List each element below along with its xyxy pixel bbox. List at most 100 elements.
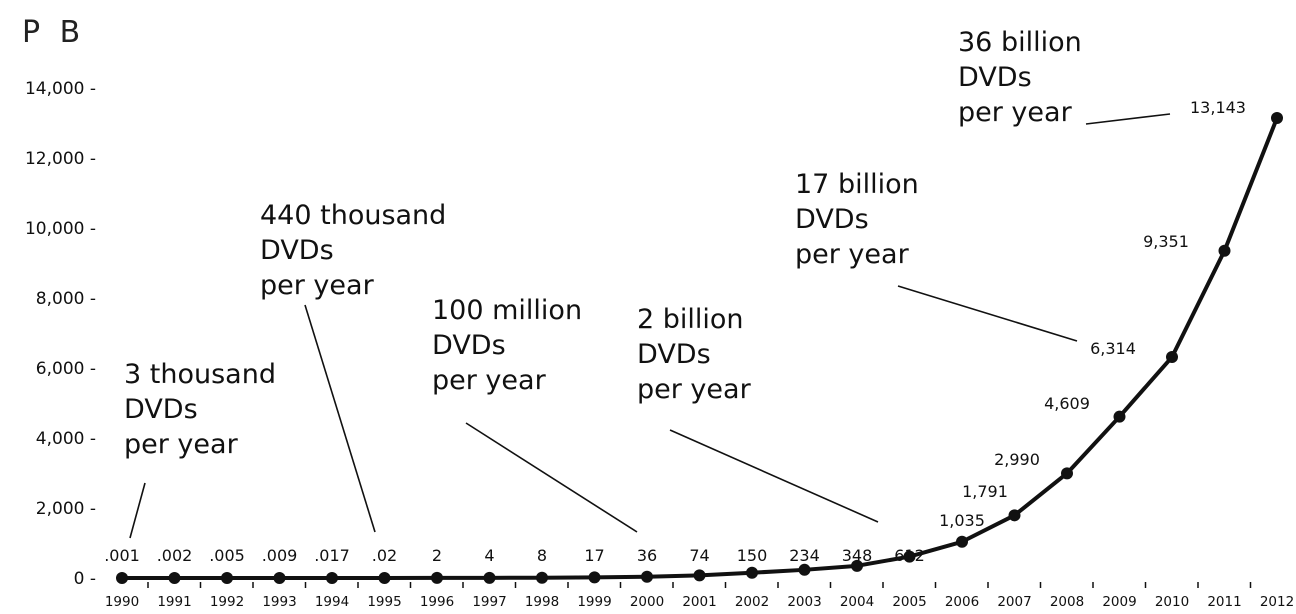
x-tick-label: 2012 (1260, 594, 1294, 610)
x-tick-label: 1998 (525, 594, 559, 610)
x-tick-label: 1996 (420, 594, 454, 610)
data-label: 36 (637, 546, 657, 565)
x-tick-label: 2008 (1050, 594, 1084, 610)
annotation-3: 2 billion DVDs per year (637, 304, 752, 405)
data-point-2003 (798, 563, 811, 576)
annotation-line: 2 billion (637, 304, 744, 335)
data-point-2004 (851, 559, 863, 572)
x-tick-label: 2007 (997, 594, 1031, 610)
annotation-leader-line (304, 304, 376, 533)
data-label: .009 (262, 546, 298, 565)
data-point-1991 (168, 571, 181, 584)
data-point-2000 (641, 570, 653, 583)
y-tick-label: 0 - (74, 569, 96, 589)
annotation-line: 100 million (432, 295, 582, 326)
data-point-2002 (746, 566, 758, 579)
annotation-1: 440 thousand DVDs per year (260, 200, 446, 301)
data-label: .001 (104, 546, 140, 565)
data-point-1997 (483, 571, 496, 584)
data-label: 4 (484, 546, 494, 565)
data-label: 6,314 (1090, 339, 1136, 358)
y-tick-label: 6,000 - (36, 359, 96, 379)
x-tick-label: 1991 (157, 594, 191, 610)
x-tick-label: 2010 (1155, 594, 1189, 610)
x-tick-label: 2001 (682, 594, 716, 610)
annotation-line: DVDs (958, 62, 1032, 93)
data-points (116, 111, 1283, 584)
data-label: 1,791 (962, 482, 1008, 501)
x-tick-label: 2000 (630, 594, 664, 610)
annotation-leader-line (897, 285, 1078, 342)
annotation-line: 36 billion (958, 27, 1082, 58)
annotation-0: 3 thousand DVDs per year (124, 359, 276, 460)
data-point-1993 (273, 571, 286, 584)
y-tick-label: 4,000 - (36, 429, 96, 449)
data-label: .017 (314, 546, 350, 565)
data-label: .002 (157, 546, 193, 565)
data-point-1995 (378, 571, 391, 584)
x-tick-label: 2005 (892, 594, 926, 610)
annotation-line: 440 thousand (260, 200, 446, 231)
x-tick-label: 1995 (367, 594, 401, 610)
data-point-2005 (903, 550, 916, 563)
x-axis: 1990 1991 1992 1993 1994 1995 1996 1997 1998 1999… (105, 582, 1294, 610)
annotation-leader-line (465, 422, 638, 533)
data-label: 13,143 (1190, 98, 1246, 117)
x-tick-label: 1999 (577, 594, 611, 610)
annotation-leaders (129, 113, 1171, 539)
annotation-line: DVDs (260, 235, 334, 266)
data-point-2007 (1008, 509, 1021, 522)
data-label: .005 (209, 546, 245, 565)
x-tick-label: 2002 (735, 594, 769, 610)
x-tick-label: 2003 (787, 594, 821, 610)
annotation-line: DVDs (637, 339, 711, 370)
y-tick-label: 8,000 - (36, 289, 96, 309)
annotation-line: DVDs (432, 330, 506, 361)
data-label: 4,609 (1044, 394, 1090, 413)
x-tick-label: 1994 (315, 594, 349, 610)
data-point-2010 (1166, 351, 1178, 364)
y-axis: 14,000 - 12,000 - 10,000 - 8,000 - 6,000 - 4,… (25, 79, 96, 589)
data-label: 612 (894, 546, 925, 565)
data-label: 150 (737, 546, 768, 565)
annotation-line: DVDs (124, 394, 198, 425)
data-label: 2 (432, 546, 442, 565)
data-label: .02 (372, 546, 397, 565)
data-point-1998 (536, 571, 548, 584)
annotation-leader-line (129, 482, 146, 539)
annotation-line: DVDs (795, 204, 869, 235)
x-tick-label: 2009 (1102, 594, 1136, 610)
data-point-2012 (1271, 111, 1283, 124)
data-point-1992 (221, 571, 233, 584)
data-point-2011 (1218, 244, 1231, 257)
data-label: 2,990 (994, 450, 1040, 469)
annotation-line: per year (958, 97, 1073, 128)
data-label: 17 (584, 546, 604, 565)
data-label: 234 (789, 546, 820, 565)
data-point-1994 (326, 571, 338, 584)
annotation-2: 100 million DVDs per year (432, 295, 582, 396)
annotation-leader-line (1085, 113, 1171, 125)
x-tick-label: 2004 (840, 594, 874, 610)
annotation-line: per year (795, 239, 910, 270)
data-point-2001 (693, 569, 706, 582)
y-tick-label: 10,000 - (25, 219, 96, 239)
data-label: 74 (689, 546, 709, 565)
y-tick-label: 2,000 - (36, 499, 96, 519)
data-point-2006 (956, 535, 968, 548)
y-tick-label: 14,000 - (25, 79, 96, 99)
annotation-line: 3 thousand (124, 359, 276, 390)
x-tick-label: 2011 (1207, 594, 1241, 610)
annotation-4: 17 billion DVDs per year (795, 169, 919, 270)
data-point-1996 (431, 571, 443, 584)
data-point-2008 (1061, 467, 1073, 480)
x-tick-label: 1990 (105, 594, 139, 610)
data-labels: .001 .002 .005 .009 .017 .02 2 4 8 17 36 74 150 234 34… (104, 98, 1246, 565)
data-point-1999 (588, 571, 601, 584)
data-label: 1,035 (939, 511, 985, 530)
annotation-line: 17 billion (795, 169, 919, 200)
annotation-line: per year (260, 270, 375, 301)
x-tick-label: 1993 (262, 594, 296, 610)
data-label: 348 (842, 546, 873, 565)
